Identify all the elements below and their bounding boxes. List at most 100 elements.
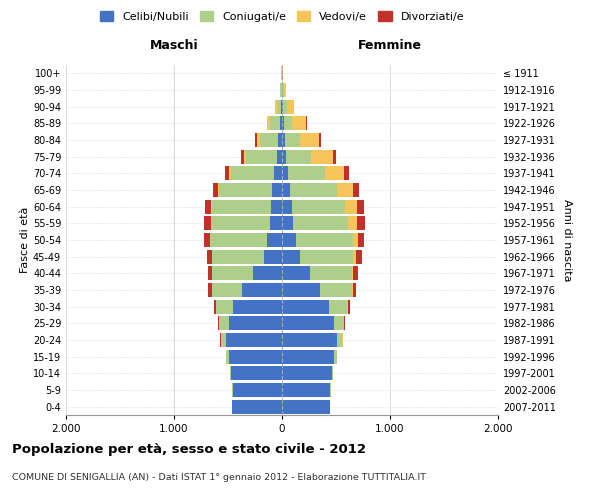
Text: Femmine: Femmine [358,38,422,52]
Bar [287,100,294,114]
Bar [269,216,282,230]
Bar [334,350,337,364]
Bar [221,333,226,347]
Bar [320,283,352,297]
Bar [282,200,292,214]
Bar [203,216,211,230]
Bar [268,233,282,247]
Bar [210,233,268,247]
Bar [241,150,244,164]
Bar [267,116,270,130]
Bar [212,200,271,214]
Bar [286,150,311,164]
Bar [282,233,296,247]
Bar [310,266,352,280]
Bar [290,183,337,197]
Bar [205,233,210,247]
Bar [353,183,359,197]
Bar [270,116,280,130]
Bar [207,250,212,264]
Bar [278,133,282,147]
Bar [274,166,282,180]
Bar [283,100,287,114]
Bar [288,166,325,180]
Bar [216,300,233,314]
Bar [229,316,282,330]
Bar [345,200,357,214]
Bar [283,83,284,97]
Y-axis label: Fasce di età: Fasce di età [20,207,30,273]
Bar [233,300,282,314]
Bar [337,333,343,347]
Bar [244,150,247,164]
Bar [233,383,282,397]
Bar [352,266,353,280]
Bar [208,266,212,280]
Bar [296,233,353,247]
Bar [218,316,219,330]
Bar [353,250,356,264]
Bar [226,333,282,347]
Bar [348,300,350,314]
Bar [357,200,364,214]
Bar [284,116,292,130]
Bar [214,300,216,314]
Bar [292,200,345,214]
Bar [247,150,277,164]
Legend: Celibi/Nubili, Coniugati/e, Vedovi/e, Divorziati/e: Celibi/Nubili, Coniugati/e, Vedovi/e, Di… [97,8,467,25]
Bar [300,133,319,147]
Bar [349,216,357,230]
Bar [333,150,336,164]
Bar [220,183,272,197]
Bar [329,300,347,314]
Bar [208,283,212,297]
Bar [211,200,212,214]
Bar [218,183,220,197]
Bar [280,83,281,97]
Bar [255,133,257,147]
Bar [205,200,211,214]
Bar [292,116,307,130]
Bar [300,250,353,264]
Bar [282,216,293,230]
Bar [282,250,300,264]
Bar [285,133,300,147]
Bar [226,350,229,364]
Bar [334,316,344,330]
Bar [282,116,284,130]
Bar [282,133,285,147]
Bar [282,266,310,280]
Bar [332,366,334,380]
Bar [356,250,362,264]
Bar [282,350,334,364]
Bar [282,400,330,414]
Bar [293,216,349,230]
Bar [232,400,282,414]
Bar [325,166,344,180]
Bar [277,100,281,114]
Bar [311,150,333,164]
Bar [230,166,274,180]
Bar [337,183,353,197]
Bar [213,183,218,197]
Bar [225,166,229,180]
Bar [282,300,329,314]
Bar [212,266,253,280]
Bar [357,216,365,230]
Bar [358,233,364,247]
Bar [280,116,282,130]
Bar [220,316,229,330]
Bar [353,283,356,297]
Bar [212,283,242,297]
Bar [282,100,283,114]
Bar [282,333,337,347]
Bar [229,350,282,364]
Bar [272,183,282,197]
Bar [230,366,282,380]
Bar [253,266,282,280]
Text: Maschi: Maschi [149,38,199,52]
Bar [352,283,353,297]
Bar [229,166,230,180]
Bar [344,166,349,180]
Bar [263,250,282,264]
